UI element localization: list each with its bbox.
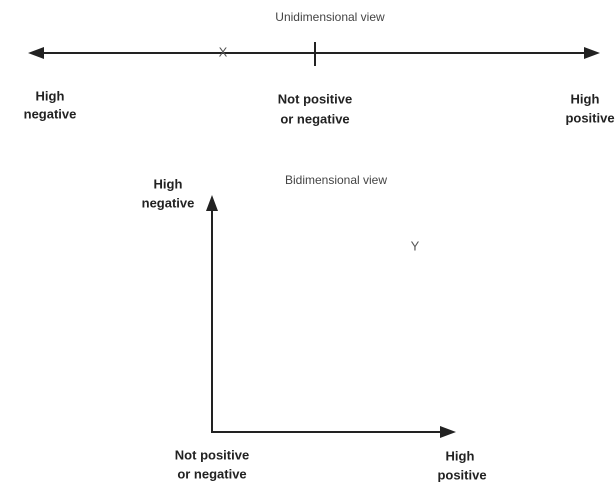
label: High <box>36 88 65 103</box>
label: High <box>154 176 183 191</box>
label: positive <box>565 110 614 125</box>
arrowhead <box>440 426 456 438</box>
label: or negative <box>280 111 349 126</box>
label: negative <box>142 195 195 210</box>
title: Bidimensional view <box>285 173 387 187</box>
marker: X <box>219 44 228 59</box>
label: positive <box>437 467 486 482</box>
label: Not positive <box>278 91 352 106</box>
label: negative <box>24 106 77 121</box>
arrowhead <box>206 195 218 211</box>
label: Not positive <box>175 447 249 462</box>
marker: Y <box>411 238 420 253</box>
label: High <box>571 91 600 106</box>
arrowhead <box>28 47 44 59</box>
label: or negative <box>177 466 246 481</box>
arrowhead <box>584 47 600 59</box>
title: Unidimensional view <box>275 10 385 24</box>
label: High <box>446 448 475 463</box>
